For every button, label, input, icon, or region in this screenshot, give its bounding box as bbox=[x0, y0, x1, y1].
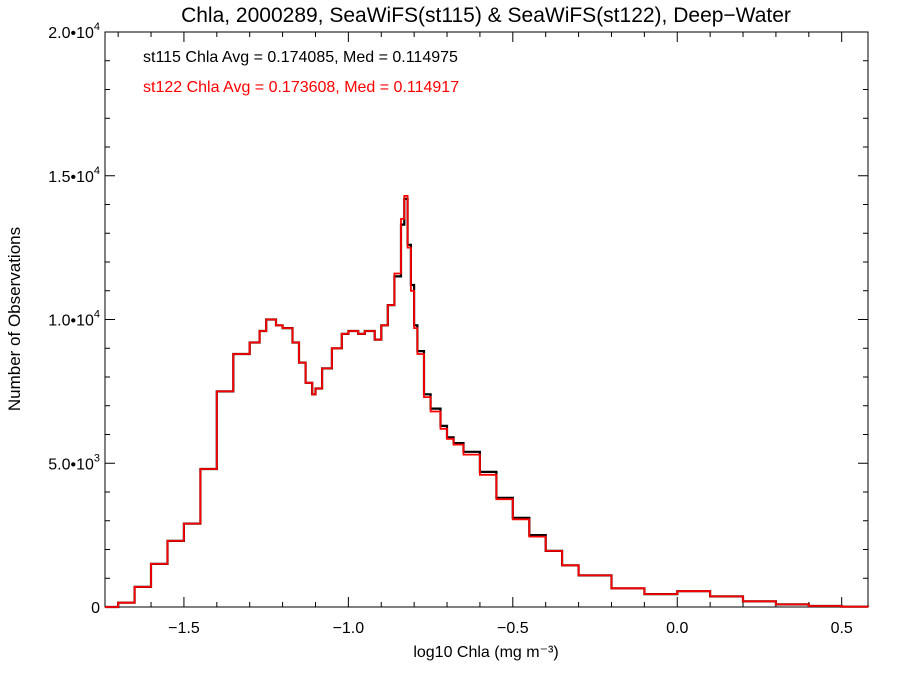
y-axis-ticks: 0 5.0•103 1.0•104 1.5•104 2.0•104 bbox=[48, 21, 868, 617]
x-tick-label: −1.5 bbox=[168, 620, 200, 637]
series-line-st122 bbox=[105, 195, 869, 608]
y-tick-label: 0 bbox=[91, 600, 100, 617]
y-tick-label: 1.5•104 bbox=[48, 165, 100, 186]
x-axis-label: log10 Chla (mg m⁻³) bbox=[413, 644, 558, 661]
x-tick-label: 0.5 bbox=[831, 620, 853, 637]
series-line-st115 bbox=[105, 197, 870, 609]
annotation-st122: st122 Chla Avg = 0.173608, Med = 0.11491… bbox=[143, 79, 459, 96]
y-axis-label: Number of Observations bbox=[5, 227, 24, 411]
plot-area bbox=[104, 31, 869, 608]
chart-title: Chla, 2000289, SeaWiFS(st115) & SeaWiFS(… bbox=[181, 4, 791, 27]
x-tick-label: −0.5 bbox=[497, 620, 529, 637]
plot-frame bbox=[104, 31, 869, 608]
y-tick-label: 5.0•103 bbox=[48, 452, 100, 473]
x-axis-ticks: −1.5 −1.0 −0.5 0.0 0.5 bbox=[117, 32, 853, 637]
y-tick-label: 1.0•104 bbox=[48, 309, 100, 330]
annotation-st115: st115 Chla Avg = 0.174085, Med = 0.11497… bbox=[143, 49, 458, 66]
x-tick-label: 0.0 bbox=[666, 620, 688, 637]
x-tick-label: −1.0 bbox=[333, 620, 365, 637]
series-layer bbox=[105, 195, 870, 609]
y-tick-label: 2.0•104 bbox=[48, 21, 100, 42]
